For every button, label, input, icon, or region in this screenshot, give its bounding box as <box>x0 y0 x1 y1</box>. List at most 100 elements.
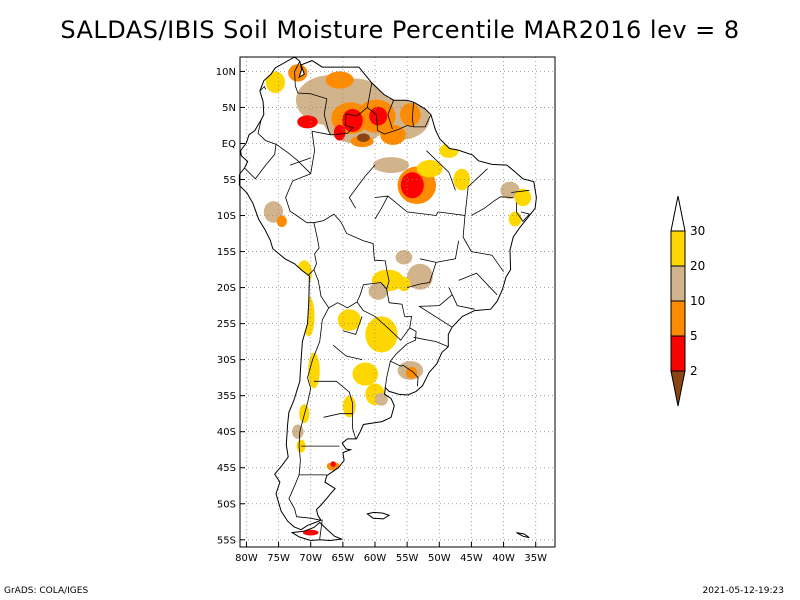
field-patch-45 <box>296 439 306 453</box>
lat-tick-label: 5S <box>223 175 236 186</box>
lat-tick-label: 30S <box>217 355 236 366</box>
field-patch-35 <box>368 282 388 300</box>
field-patch-13 <box>333 124 346 141</box>
colorbar-label: 10 <box>690 294 705 308</box>
border-line-31 <box>458 272 498 296</box>
border-line-36 <box>342 316 363 335</box>
border-line-39 <box>323 413 353 418</box>
border-line-12 <box>288 307 330 521</box>
colorbar-label: 30 <box>690 224 705 238</box>
border-line-34 <box>516 202 531 222</box>
lat-tick-label: 50S <box>217 499 236 510</box>
field-patch-9 <box>288 64 308 82</box>
border-line-33 <box>413 336 449 348</box>
map-frame <box>239 56 556 548</box>
border-line-32 <box>448 287 475 310</box>
field-patch-30 <box>337 309 361 331</box>
border-line-19 <box>289 157 311 166</box>
border-line-4 <box>387 100 394 130</box>
axis-ticks: 80W 75W 70W 65W 60W 55W 50W 45W 40W 35W 10N 5N EQ 5S 1… <box>216 67 547 564</box>
field-patch-18 <box>373 157 410 174</box>
lon-tick-label: 65W <box>332 553 355 564</box>
lat-tick-label: EQ <box>222 139 236 150</box>
lon-tick-label: 50W <box>428 553 451 564</box>
border-line-14 <box>386 288 413 328</box>
field-patch-21 <box>453 168 471 191</box>
border-line-29 <box>464 168 488 216</box>
field-patch-48 <box>303 529 319 536</box>
field-patch-36 <box>365 316 398 353</box>
field-patch-17 <box>400 172 424 199</box>
map-title: SALDAS/IBIS Soil Moisture Percentile MAR… <box>60 16 740 44</box>
border-line-0 <box>259 85 267 92</box>
border-line-15 <box>390 327 417 362</box>
lat-tick-label: 45S <box>217 463 236 474</box>
border-line-35 <box>511 189 530 193</box>
field-patch-12 <box>297 115 318 129</box>
lon-tick-label: 60W <box>364 553 387 564</box>
border-line-30 <box>418 294 453 328</box>
lon-tick-label: 75W <box>267 553 290 564</box>
border-line-23 <box>348 175 366 209</box>
border-line-13 <box>356 301 411 341</box>
field-patch-44 <box>292 424 304 439</box>
field-patch-34 <box>397 276 411 292</box>
border-line-24 <box>374 195 439 216</box>
border-line-26 <box>419 240 459 263</box>
border-line-6 <box>310 130 331 174</box>
field-patch-24 <box>508 211 522 227</box>
border-line-38 <box>313 380 357 440</box>
field-patch-15 <box>357 133 370 143</box>
soil-moisture-field <box>263 64 532 536</box>
lat-tick-label: 5N <box>222 103 236 114</box>
colorbar-label: 5 <box>690 329 698 343</box>
colorbar-label: 20 <box>690 259 705 273</box>
lon-tick-label: 55W <box>396 553 419 564</box>
colorbar-bottom-arrow <box>670 370 686 407</box>
colorbar-segment <box>670 230 686 267</box>
border-line-18 <box>319 519 323 540</box>
field-patch-7 <box>400 103 421 127</box>
field-patch-23 <box>514 188 532 207</box>
lon-tick-label: 40W <box>492 553 515 564</box>
lon-tick-label: 35W <box>524 553 547 564</box>
lat-tick-label: 35S <box>217 391 236 402</box>
border-line-21 <box>426 150 456 191</box>
border-line-28 <box>471 196 514 216</box>
border-line-2 <box>330 82 373 136</box>
field-patch-19 <box>416 160 443 178</box>
border-line-7 <box>257 119 311 174</box>
lon-tick-label: 70W <box>299 553 322 564</box>
border-line-9 <box>285 173 320 276</box>
field-patch-37 <box>352 362 379 386</box>
field-patch-39 <box>405 366 418 379</box>
colorbar-segment <box>670 335 686 372</box>
field-patch-22 <box>500 181 520 199</box>
falkland-islands <box>366 511 391 520</box>
field-patch-32 <box>395 250 413 265</box>
border-line-1 <box>294 61 331 135</box>
lat-tick-label: 10N <box>216 67 236 78</box>
field-patch-20 <box>439 143 459 158</box>
footer-timestamp: 2021-05-12-19:23 <box>702 586 785 596</box>
border-line-10 <box>313 213 390 290</box>
field-patch-3 <box>265 71 285 94</box>
border-line-25 <box>374 195 389 220</box>
border-line-37 <box>332 344 363 360</box>
field-patch-6 <box>380 124 406 145</box>
tierra-del-fuego-coastline <box>290 521 344 542</box>
border-line-16 <box>390 360 419 387</box>
lat-tick-label: 20S <box>217 283 236 294</box>
lat-tick-label: 55S <box>217 535 236 546</box>
field-patch-33 <box>407 263 433 290</box>
lon-tick-label: 45W <box>460 553 483 564</box>
lat-tick-label: 25S <box>217 319 236 330</box>
colorbar-segment <box>670 265 686 302</box>
footer-credit: GrADS: COLA/IGES <box>4 586 89 596</box>
colorbar-label: 2 <box>690 364 698 378</box>
colorbar-segment <box>670 300 686 337</box>
lat-tick-label: 15S <box>217 247 236 258</box>
border-line-22 <box>437 211 504 272</box>
field-patch-8 <box>325 71 354 89</box>
